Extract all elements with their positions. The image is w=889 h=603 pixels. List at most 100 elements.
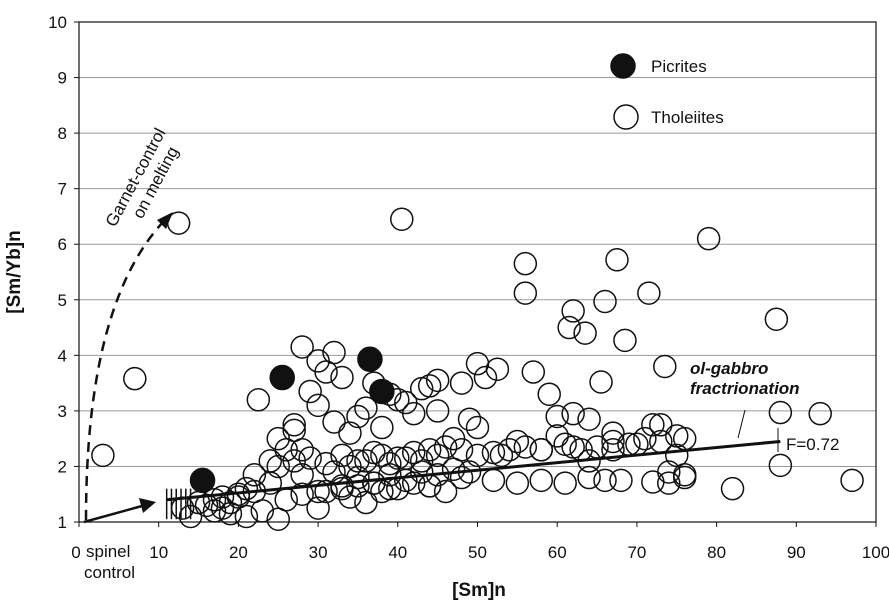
tholeiite-point (808, 401, 832, 426)
tholeiite-point (298, 379, 322, 404)
tholeiite-point (672, 465, 697, 490)
garnet-arrow-curve (84, 221, 164, 521)
tholeiite-point (585, 435, 609, 459)
tholeiite-point (202, 499, 227, 523)
y-tick-label: 5 (58, 291, 67, 310)
tholeiite-point (529, 468, 554, 493)
tholeiite-point (481, 440, 506, 465)
tholeiite-point (386, 446, 410, 470)
tholeiite-point (465, 443, 490, 468)
y-tick-label: 9 (58, 69, 67, 88)
fractionation-annotation-line1: ol-gabbro (690, 359, 768, 378)
tholeiite-point (641, 413, 665, 437)
tholeiite-point (577, 407, 601, 431)
tholeiite-point (513, 435, 538, 459)
spinel-annotation-line1: spinel (86, 542, 130, 561)
tholeiite-point (346, 449, 370, 473)
tholeiite-point (246, 388, 271, 412)
tholeiite-point (298, 446, 322, 470)
tholeiite-point (218, 501, 243, 526)
x-tick-label: 0 (71, 543, 80, 562)
spinel-annotation-line2: control (84, 563, 135, 582)
y-tick-label: 2 (58, 457, 67, 476)
tholeiite-point (250, 499, 275, 523)
tholeiite-point (561, 299, 585, 323)
y-tick-label: 10 (48, 13, 67, 32)
tholeiite-point (605, 248, 629, 272)
tholeiite-point (505, 471, 530, 495)
tholeiite-point (485, 357, 510, 381)
tholeiite-point (513, 281, 538, 305)
tholeiite-point (362, 440, 386, 465)
tholeiite-point (282, 449, 306, 473)
x-tick-label: 20 (229, 543, 248, 562)
tholeiite-point (768, 453, 793, 478)
fractionation-annotation-line2: fractrionation (690, 379, 800, 398)
tholeiite-point (665, 424, 689, 448)
tholeiite-point (457, 460, 482, 484)
tholeiite-point (354, 490, 378, 515)
y-tick-label: 8 (58, 124, 67, 143)
tholeiite-point (657, 460, 681, 484)
tholeiite-point (593, 468, 617, 493)
tholeiite-point (649, 413, 673, 437)
tholeiite-point (613, 328, 637, 353)
tholeiite-point (696, 226, 721, 251)
tholeiite-point (330, 443, 354, 468)
tholeiite-point (577, 465, 601, 490)
gridlines (79, 77, 876, 520)
tholeiite-point (561, 401, 585, 426)
tholeiite-point (465, 415, 490, 440)
tholeiite-point (637, 281, 661, 305)
tholeiite-point (306, 496, 330, 520)
x-axis-title: [Sm]n (452, 580, 506, 601)
tholeiite-point (218, 490, 243, 515)
tholeiite-point (417, 474, 442, 498)
tholeiite-point (617, 432, 641, 456)
tholeiite-point (553, 432, 577, 456)
legend: Picrites Tholeiites (610, 53, 724, 130)
tholeiite-point (266, 454, 290, 479)
tholeiite-point (178, 504, 203, 529)
picrite-point (269, 364, 295, 391)
tholeiite-point (553, 471, 577, 495)
tholeiite-point (330, 365, 354, 390)
y-axis-title: [Sm/Yb]n (4, 230, 25, 313)
y-tick-label: 4 (58, 346, 67, 365)
y-tick-label: 3 (58, 402, 67, 421)
tholeiite-point (346, 404, 370, 429)
tholeiite-point (202, 488, 227, 512)
legend-picrites-label: Picrites (651, 57, 707, 76)
tholeiite-point (657, 471, 681, 495)
tholeiite-point (354, 449, 378, 473)
tholeiite-point (409, 376, 434, 401)
x-tick-label: 40 (388, 543, 407, 562)
tholeiite-point (290, 335, 314, 359)
tholeiite-point (306, 393, 330, 418)
tholeiite-point (290, 463, 314, 487)
picrite-point (369, 378, 395, 405)
tholeiite-point (633, 426, 657, 451)
tholeiite-point (573, 321, 597, 345)
tholeiite-point (609, 468, 633, 493)
tholeiite-point (529, 438, 554, 462)
picrite-point (357, 346, 383, 372)
tholeiite-point (425, 443, 450, 468)
tholeiite-point (425, 368, 450, 393)
tholeiite-point (521, 360, 546, 384)
tholeiite-point (649, 429, 673, 454)
garnet-arrow-head (157, 212, 173, 229)
tholeiite-point (449, 465, 474, 490)
f-label: F=0.72 (786, 435, 839, 454)
tholeiite-point (433, 479, 458, 504)
x-tick-label: 70 (627, 543, 646, 562)
tholeiite-point (234, 504, 259, 529)
x-tick-label: 100 (862, 543, 889, 562)
tholeiite-point (266, 507, 290, 531)
tholeiite-point (441, 457, 466, 481)
tholeiite-point (370, 479, 394, 504)
tholeiite-point (601, 438, 625, 462)
x-tick-label: 50 (468, 543, 487, 562)
tholeiite-point (569, 438, 593, 462)
tholeiite-point (593, 289, 617, 314)
